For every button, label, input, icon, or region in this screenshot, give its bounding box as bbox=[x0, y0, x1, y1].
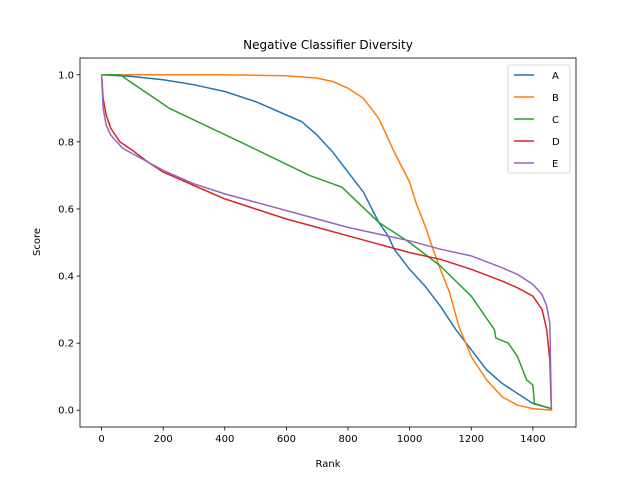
plot-frame bbox=[79, 57, 577, 428]
y-tick-label: 0.8 bbox=[58, 137, 74, 148]
x-axis-title: Rank bbox=[316, 459, 341, 470]
y-tick-label: 0.6 bbox=[58, 204, 74, 215]
series-line-e bbox=[100, 74, 553, 411]
legend-label-c: C bbox=[552, 115, 559, 126]
x-tick-label: 1400 bbox=[520, 434, 545, 445]
y-tick-label: 0.2 bbox=[58, 339, 74, 350]
x-tick-label: 600 bbox=[277, 434, 296, 445]
x-tick-label: 800 bbox=[338, 434, 357, 445]
series-line-b bbox=[101, 74, 552, 411]
plot-area: 0 200 400 600 800 1000 1200 1400 0.0 0.2 0.4 0.6 0.8… bbox=[58, 57, 577, 445]
chart-title: Negative Classifier Diversity bbox=[243, 38, 413, 52]
legend-label-e: E bbox=[552, 159, 558, 170]
legend-label-d: D bbox=[552, 137, 560, 148]
y-axis-title: Score bbox=[32, 228, 43, 256]
series-line-a bbox=[101, 74, 552, 410]
x-tick-label: 1000 bbox=[397, 434, 422, 445]
x-tick-label: 0 bbox=[98, 434, 104, 445]
x-tick-label: 400 bbox=[215, 434, 234, 445]
series-line-c bbox=[101, 74, 552, 410]
legend-label-b: B bbox=[552, 93, 559, 104]
y-tick-label: 0.0 bbox=[58, 406, 74, 417]
legend-box bbox=[507, 64, 571, 174]
legend-label-a: A bbox=[552, 71, 559, 82]
x-tick-label: 200 bbox=[154, 434, 173, 445]
y-tick-label: 0.4 bbox=[58, 272, 74, 283]
series-line-d bbox=[100, 74, 553, 411]
y-tick-label: 1.0 bbox=[58, 70, 74, 81]
x-tick-label: 1200 bbox=[459, 434, 484, 445]
